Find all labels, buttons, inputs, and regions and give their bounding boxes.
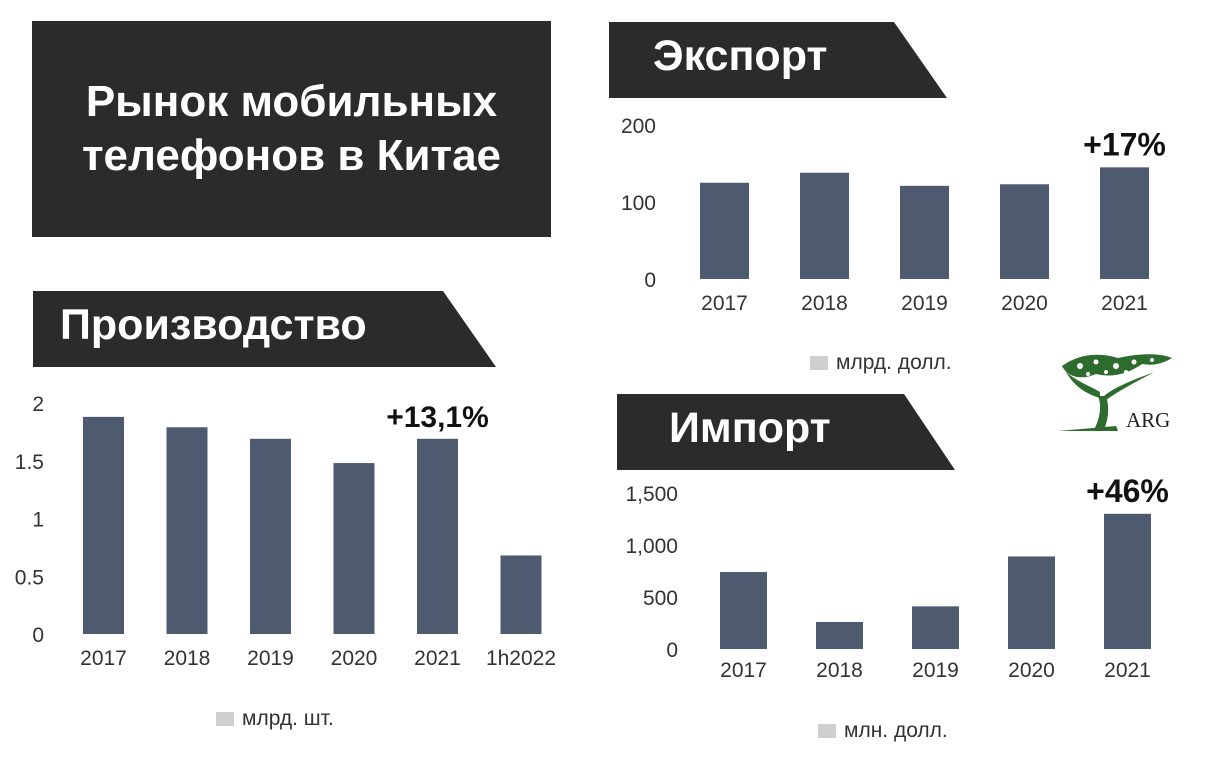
import-x-tick-label: 2017 <box>720 659 767 682</box>
export-x-tick-label: 2017 <box>701 292 748 315</box>
production-y-tick-label: 2 <box>32 393 44 416</box>
production-legend: млрд. шт. <box>216 707 334 731</box>
production-heading: Производство <box>60 301 367 349</box>
production-bar <box>500 555 542 634</box>
export-y-tick-label: 0 <box>644 269 656 292</box>
production-x-tick-label: 2018 <box>164 647 211 670</box>
legend-swatch <box>216 712 234 726</box>
production-legend-label: млрд. шт. <box>242 707 334 730</box>
production-bar <box>250 438 291 634</box>
import-y-tick-label: 500 <box>643 587 678 610</box>
production-bar <box>83 416 124 634</box>
arg-logo: ARG <box>1056 352 1174 436</box>
tree-icon <box>1058 354 1172 431</box>
production-banner: Производство <box>33 291 498 367</box>
production-growth-label: +13,1% <box>386 401 489 434</box>
production-x-tick-label: 2020 <box>331 647 378 670</box>
import-legend-label: млн. долл. <box>844 719 948 742</box>
production-banner-shape <box>33 291 496 367</box>
import-banner-shape <box>617 394 955 470</box>
export-banner: Экспорт <box>609 22 949 98</box>
production-x-tick-label: 1h2022 <box>486 647 556 670</box>
export-x-tick-label: 2020 <box>1001 292 1048 315</box>
import-banner: Импорт <box>617 394 957 470</box>
import-y-tick-label: 1,500 <box>625 483 678 506</box>
production-bar <box>417 438 458 634</box>
export-bar <box>1000 184 1049 279</box>
page-title: Рынок мобильных телефонов в Китае <box>81 77 502 180</box>
production-y-tick-label: 0.5 <box>15 566 44 589</box>
import-legend: млн. долл. <box>818 719 948 743</box>
production-y-tick-label: 1.5 <box>15 451 44 474</box>
production-x-tick-label: 2019 <box>247 647 294 670</box>
logo-text: ARG <box>1126 408 1171 432</box>
import-x-tick-label: 2018 <box>816 659 863 682</box>
export-y-tick-label: 200 <box>621 115 656 138</box>
export-bar <box>900 185 949 279</box>
export-legend: млрд. долл. <box>810 351 952 375</box>
production-y-tick-label: 1 <box>32 509 44 532</box>
import-bar <box>912 606 959 649</box>
export-x-tick-label: 2019 <box>901 292 948 315</box>
export-x-tick-label: 2018 <box>801 292 848 315</box>
import-growth-label: +46% <box>1086 473 1169 509</box>
export-legend-label: млрд. долл. <box>836 351 952 374</box>
export-banner-shape <box>609 22 947 98</box>
export-bar <box>1100 167 1149 279</box>
production-x-tick-label: 2021 <box>414 647 461 670</box>
import-heading: Импорт <box>669 404 831 452</box>
production-y-tick-label: 0 <box>32 624 44 647</box>
production-bar <box>333 463 375 634</box>
title-box: Рынок мобильных телефонов в Китае <box>32 21 551 237</box>
import-bar <box>816 621 863 649</box>
import-y-tick-label: 0 <box>666 639 678 662</box>
production-x-tick-label: 2017 <box>80 647 127 670</box>
import-bar <box>1008 556 1055 649</box>
import-y-tick-label: 1,000 <box>625 535 678 558</box>
legend-swatch <box>818 724 836 738</box>
export-heading: Экспорт <box>653 32 828 80</box>
import-bar <box>720 572 767 649</box>
export-x-tick-label: 2021 <box>1101 292 1148 315</box>
production-bar <box>166 427 208 634</box>
export-y-tick-label: 100 <box>621 192 656 215</box>
legend-swatch <box>810 356 828 370</box>
import-x-tick-label: 2020 <box>1008 659 1055 682</box>
export-bar <box>700 182 749 279</box>
import-bar <box>1104 513 1151 649</box>
export-growth-label: +17% <box>1083 126 1166 162</box>
import-x-tick-label: 2021 <box>1104 659 1151 682</box>
import-x-tick-label: 2019 <box>912 659 959 682</box>
export-bar <box>800 172 849 279</box>
